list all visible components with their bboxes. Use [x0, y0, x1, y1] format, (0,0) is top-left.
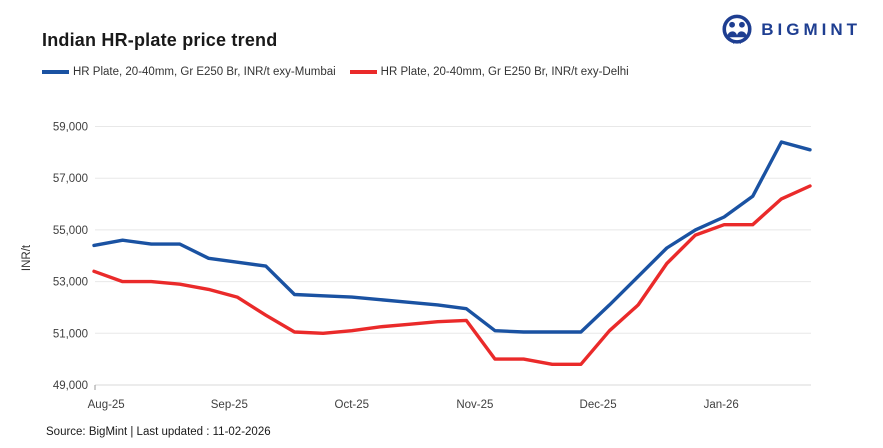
mumbai-price-line [92, 140, 812, 334]
x-axis-tick-label: Nov-25 [456, 399, 493, 411]
delhi-line-swatch [349, 70, 377, 74]
y-axis-tick-label: 55,000 [53, 225, 88, 237]
x-axis-tick-label: Aug-25 [88, 399, 125, 411]
legend-label-mumbai: HR Plate, 20-40mm, Gr E250 Br, INR/t exy… [73, 66, 336, 78]
legend-label-delhi: HR Plate, 20-40mm, Gr E250 Br, INR/t exy… [380, 66, 629, 78]
mumbai-line-swatch [42, 70, 69, 74]
legend-item-mumbai: HR Plate, 20-40mm, Gr E250 Br, INR/t exy… [42, 66, 336, 78]
bigmint-logo-icon [722, 14, 752, 45]
x-axis-tick-label: Oct-25 [335, 399, 370, 411]
delhi-price-line [92, 184, 812, 366]
source-caption: Source: BigMint | Last updated : 11-02-2… [46, 426, 271, 438]
x-axis-tick-label: Jan-26 [704, 399, 739, 411]
x-axis-tick-label: Dec-25 [580, 399, 617, 411]
brand-name: BIGMINT [761, 20, 861, 39]
x-axis-tick-label: Sep-25 [211, 399, 248, 411]
legend-item-delhi: HR Plate, 20-40mm, Gr E250 Br, INR/t exy… [349, 66, 629, 78]
y-axis-tick-label: 49,000 [53, 380, 88, 392]
page-title: Indian HR-plate price trend [42, 30, 278, 50]
y-axis-tick-label: 59,000 [53, 122, 88, 134]
y-axis-title: INR/t [21, 244, 33, 271]
brand-logo: BIGMINT [720, 13, 861, 47]
y-axis-tick-label: 51,000 [53, 328, 88, 340]
y-axis-tick-label: 57,000 [53, 173, 88, 185]
chart-legend: HR Plate, 20-40mm, Gr E250 Br, INR/t exy… [42, 66, 643, 78]
y-axis-tick-label: 53,000 [53, 277, 88, 289]
